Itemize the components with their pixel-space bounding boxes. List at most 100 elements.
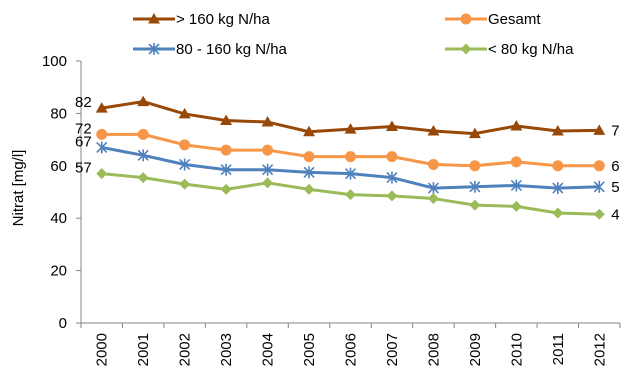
x-tick-label: 2012 [591,333,608,366]
data-point [303,151,315,163]
data-point [551,124,564,136]
data-point [178,107,191,119]
data-point [469,180,481,193]
data-point [95,102,108,113]
legend-marker [460,13,472,25]
series-4: 57 4 [75,160,620,224]
data-point [179,158,191,171]
data-point [303,166,315,179]
data-point [344,123,357,134]
y-tick-label: 0 [59,315,67,332]
data-point [220,144,232,156]
data-point [179,178,191,190]
data-point [469,160,481,172]
data-point [510,179,522,192]
data-point [262,163,274,176]
data-point [303,183,315,195]
series-2: 72 6 [75,120,620,174]
x-tick-label: 2010 [508,333,525,366]
x-tick-label: 2003 [218,333,235,366]
data-point [303,125,316,137]
x-tick-label: 2006 [343,333,360,366]
data-point [593,208,605,220]
data-point [510,200,522,212]
data-point [220,114,233,125]
data-point [385,120,398,131]
data-point [552,160,564,172]
data-point [96,168,108,180]
series-group: 82 7 72 6 67 5 57 4 [75,94,620,223]
legend-label: 80 - 160 kg N/ha [176,41,288,58]
legend-label: < 80 kg N/ha [488,41,574,58]
data-point [469,199,481,211]
data-point [220,183,232,195]
data-point [262,177,274,189]
data-point [386,171,398,184]
series-3: 67 5 [75,133,620,195]
legend-label: Gesamt [488,11,541,28]
legend-label: > 160 kg N/ha [176,11,270,28]
end-value-label: 5 [611,179,619,196]
data-point [96,128,108,140]
y-tick-label: 100 [42,53,67,70]
legend-marker [148,13,160,24]
end-value-label: 7 [611,122,619,139]
data-point [386,151,398,163]
data-point [552,207,564,219]
legend-marker [460,43,472,55]
data-point [386,190,398,202]
data-point [593,124,606,135]
data-point [137,149,149,162]
x-tick-label: 2002 [177,333,194,366]
legend-item: 80 - 160 kg N/ha [133,41,288,58]
data-point [427,193,439,205]
data-point [179,139,191,151]
legend-item: Gesamt [445,11,541,28]
y-tick-label: 20 [50,263,67,280]
x-tick-label: 2004 [260,333,277,366]
data-point [427,158,439,170]
x-tick-label: 2000 [94,333,111,366]
start-value-label: 57 [75,160,92,177]
data-point [137,128,149,140]
x-tick-label: 2009 [467,333,484,366]
data-point [96,141,108,154]
y-axis-title: Nitrat [mg/l] [10,150,27,227]
x-tick-label: 2001 [135,333,152,366]
start-value-label: 82 [75,94,92,111]
data-point [344,167,357,180]
data-point [593,160,605,172]
data-point [345,189,356,201]
legend-item: > 160 kg N/ha [133,11,270,28]
data-point [468,127,481,139]
data-point [137,95,150,107]
data-point [427,124,440,136]
data-point [510,119,523,131]
data-point [220,163,232,176]
data-point [427,182,439,195]
end-value-label: 6 [611,158,619,175]
data-point [137,172,149,184]
data-point [593,180,605,193]
y-axis: 0 20 40 60 80 100 [42,53,82,332]
data-point [262,144,274,156]
start-value-label: 67 [75,133,92,150]
x-tick-label: 2007 [384,333,401,366]
data-point [261,116,274,127]
legend-item: < 80 kg N/ha [445,41,574,58]
x-tick-label: 2011 [550,333,567,365]
x-tick-label: 2008 [425,333,442,366]
start-value-label: 72 [75,120,92,137]
y-tick-label: 40 [50,210,67,227]
data-point [345,151,356,163]
legend-marker [148,43,160,55]
data-point [510,156,522,168]
end-value-label: 4 [611,206,619,223]
x-tick-label: 2005 [301,333,318,366]
y-tick-label: 80 [50,105,67,122]
series-1: 82 7 [75,94,620,139]
legend: > 160 kg N/ha Gesamt 80 - 160 kg N/ha < 80 … [133,11,574,58]
y-tick-label: 60 [50,158,67,175]
data-point [552,182,564,195]
